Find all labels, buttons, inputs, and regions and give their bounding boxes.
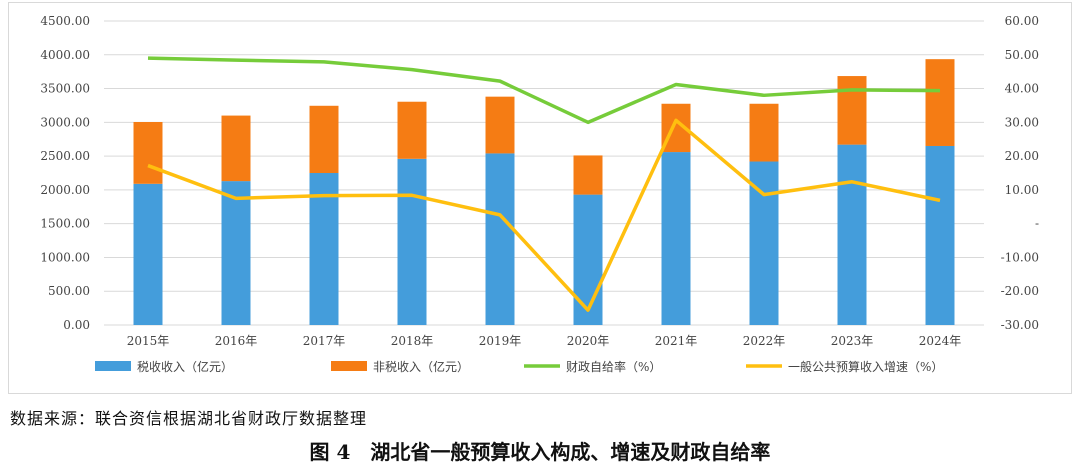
x-axis-ticks: 2015年 2016年 2017年 2018年 2019年 2020年 2021年 2022年… <box>127 334 962 348</box>
right-tick-label: -20.00 <box>1001 284 1039 298</box>
left-tick-label: 0.00 <box>63 318 90 332</box>
left-tick-label: 4000.00 <box>40 48 90 62</box>
right-tick-label: 30.00 <box>1005 115 1039 129</box>
bar-nontax-revenue <box>573 155 603 195</box>
left-tick-label: 4500.00 <box>40 14 90 28</box>
x-tick-label: 2021年 <box>655 334 698 348</box>
bar-tax-revenue <box>749 161 779 325</box>
data-source-note: 数据来源：联合资信根据湖北省财政厅数据整理 <box>10 409 368 428</box>
left-tick-label: 3000.00 <box>40 115 90 129</box>
right-tick-label: 50.00 <box>1005 48 1039 62</box>
x-tick-label: 2019年 <box>479 334 522 348</box>
bar-nontax-revenue <box>837 76 867 145</box>
x-tick-label: 2018年 <box>391 334 434 348</box>
x-tick-label: 2016年 <box>215 334 258 348</box>
bar-tax-revenue <box>661 152 691 325</box>
bar-nontax-revenue <box>397 101 427 159</box>
bar-tax-revenue <box>133 183 163 325</box>
x-tick-label: 2017年 <box>303 334 346 348</box>
chart-frame: 0.00 500.00 1000.00 1500.00 2000.00 2500.00 30… <box>8 2 1072 394</box>
left-tick-label: 2000.00 <box>40 183 90 197</box>
bar-nontax-revenue <box>749 103 779 162</box>
bar-tax-revenue <box>309 173 339 325</box>
x-tick-label: 2024年 <box>919 334 962 348</box>
bar-tax-revenue <box>221 181 251 325</box>
x-tick-label: 2015年 <box>127 334 170 348</box>
legend-growth-label: 一般公共预算收入增速（%） <box>788 359 943 374</box>
bar-nontax-revenue <box>309 105 339 173</box>
x-tick-label: 2020年 <box>567 334 610 348</box>
right-tick-label: -30.00 <box>1001 318 1039 332</box>
chart-svg: 0.00 500.00 1000.00 1500.00 2000.00 2500.00 30… <box>40 14 1039 374</box>
legend-tax-swatch <box>95 361 131 371</box>
line-layer <box>147 56 941 312</box>
left-tick-label: 500.00 <box>48 284 90 298</box>
right-tick-label: -10.00 <box>1001 250 1039 264</box>
grid-layer <box>104 20 984 326</box>
left-axis-ticks: 0.00 500.00 1000.00 1500.00 2000.00 2500.00 30… <box>40 14 90 332</box>
bar-tax-revenue <box>925 145 955 325</box>
bar-tax-revenue <box>397 158 427 325</box>
left-tick-label: 1000.00 <box>40 250 90 264</box>
legend-tax-label: 税收收入（亿元） <box>137 359 233 374</box>
bar-nontax-revenue <box>925 59 955 146</box>
left-tick-label: 1500.00 <box>40 217 90 231</box>
right-tick-label: 20.00 <box>1005 149 1039 163</box>
bar-tax-revenue <box>837 144 867 325</box>
bar-tax-revenue <box>573 194 603 325</box>
legend-nontax-label: 非税收入（亿元） <box>373 359 469 374</box>
figure-caption: 图 4 湖北省一般预算收入构成、增速及财政自给率 <box>309 440 771 464</box>
legend-self-sufficiency-label: 财政自给率（%） <box>566 359 661 374</box>
right-tick-label: 60.00 <box>1005 14 1039 28</box>
bar-nontax-revenue <box>485 96 515 154</box>
left-tick-label: 2500.00 <box>40 149 90 163</box>
bar-nontax-revenue <box>221 115 251 182</box>
line-revenue-growth <box>147 118 941 312</box>
line-self-sufficiency-rate <box>147 56 941 125</box>
right-axis-ticks: -30.00-20.00-10.00-10.0020.0030.0040.005… <box>1001 14 1039 332</box>
legend: 税收收入（亿元） 非税收入（亿元） 财政自给率（%） 一般公共预算收入增速（%） <box>95 359 943 374</box>
bar-nontax-revenue <box>133 121 163 184</box>
right-tick-label: 40.00 <box>1005 82 1039 96</box>
bar-tax-revenue <box>485 153 515 325</box>
bar-layer <box>133 59 955 325</box>
x-tick-label: 2023年 <box>831 334 874 348</box>
right-tick-label: - <box>1035 217 1039 231</box>
legend-nontax-swatch <box>331 361 367 371</box>
x-tick-label: 2022年 <box>743 334 786 348</box>
right-tick-label: 10.00 <box>1005 183 1039 197</box>
left-tick-label: 3500.00 <box>40 82 90 96</box>
